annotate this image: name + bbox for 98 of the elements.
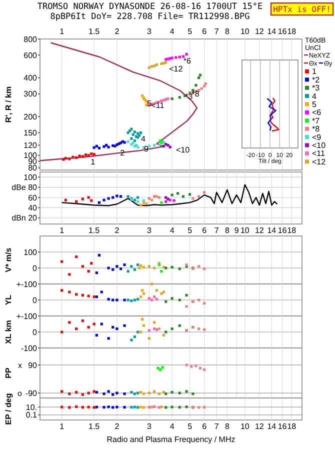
y-axis-title: XL km — [4, 320, 13, 344]
y-tick-label: 600 — [24, 50, 38, 60]
x-tick-label: 7 — [214, 422, 220, 431]
legend-label: 5 — [312, 100, 317, 109]
x-tick-label: 7 — [214, 27, 220, 36]
x-tick-label: 18 — [287, 422, 297, 431]
text: HPTx is OFF! — [273, 4, 331, 14]
x-tick-label: 18 — [287, 226, 297, 235]
x-tick-label: 8 — [224, 226, 230, 235]
x-tick-label: 6 — [202, 27, 208, 36]
annotation: *6 — [183, 56, 192, 66]
legend-label: <6 — [312, 108, 322, 118]
x-tick-label: 1.5 — [88, 226, 100, 235]
x-tick-label: 10 — [240, 422, 250, 431]
x-tick-label: 1 — [60, 226, 65, 235]
y-tick-label: 60 — [28, 193, 38, 202]
legend-label: <9 — [312, 132, 322, 142]
y-tick-label: +-100 — [16, 280, 38, 289]
x-axis-title: Radio and Plasma Frequency / MHz — [106, 435, 236, 444]
x-tick-label: 4 — [170, 226, 175, 235]
annotation: 5 — [147, 98, 152, 108]
x-tick-label: 3 — [146, 422, 152, 431]
y-tick-label: +-100 — [16, 312, 38, 321]
legend-label: *3 — [312, 84, 320, 93]
x-tick-label: 1.5 — [88, 27, 100, 36]
x-tick-label: 2 — [114, 422, 120, 431]
text: x — [18, 360, 22, 370]
x-tick-label: 9 — [234, 226, 240, 235]
legend-label: <12 — [312, 157, 326, 166]
x-tick-label: 16 — [278, 27, 288, 36]
x-tick-label: 16 — [278, 422, 288, 431]
x-tick-label: 14 — [267, 226, 277, 235]
x-tick-label: 8 — [224, 422, 230, 431]
legend-label: <11 — [312, 149, 326, 158]
x-tick-label: 1 — [60, 422, 65, 431]
x-tick-label: 5 — [188, 27, 193, 36]
x-tick-label: 16 — [278, 226, 288, 235]
x-tick-label: 10 — [240, 226, 250, 235]
x-tick-label: 5 — [188, 422, 193, 431]
legend-label: *2 — [312, 75, 320, 84]
y-axis-title: R', R / km — [4, 86, 13, 123]
y-tick-label: dBn 20 — [12, 214, 38, 223]
x-tick-label: 7 — [214, 226, 220, 235]
y-tick-label: 0.1 — [26, 410, 38, 420]
y-tick-label: 100 — [24, 172, 38, 182]
annotation: *8 — [192, 90, 200, 99]
y-axis-title: V* m/s — [4, 247, 13, 272]
x-tick-label: 14 — [267, 27, 277, 36]
x-tick-label: 2 — [114, 27, 120, 36]
y-tick-label: 0 — [32, 296, 38, 305]
text: o — [18, 388, 23, 398]
x-tick-label: 10 — [240, 27, 250, 36]
y-tick-label: 0 — [32, 264, 38, 273]
y-tick-label: 400 — [24, 74, 38, 83]
y-tick-label: 10. — [26, 402, 37, 412]
legend-label: *8 — [312, 124, 320, 134]
y-tick-label: 90 — [28, 360, 38, 370]
x-tick-label: 3 — [146, 27, 152, 36]
annotation: <12 — [169, 64, 184, 74]
y-tick-label: 120 — [24, 140, 38, 150]
x-tick-label: 12 — [254, 27, 264, 36]
x-tick-label: 12 — [254, 422, 264, 431]
annotation: 4 — [141, 134, 146, 144]
chart-subtitle: 8pBP6It DoY= 228.708 File= TR112998.BPG — [50, 12, 250, 22]
y-tick-label: 40 — [28, 203, 38, 212]
y-tick-label: 200 — [24, 112, 38, 122]
y-tick-label: 300 — [24, 90, 38, 99]
x-tick-label: 14 — [267, 422, 277, 431]
x-tick-label: 3 — [146, 226, 152, 235]
y-tick-label: 0 — [32, 328, 38, 337]
y-axis-title: YL — [4, 294, 13, 306]
y-tick-label: 800 — [24, 34, 38, 44]
y-tick-label: -90 — [25, 388, 38, 398]
x-tick-label: 1 — [60, 27, 65, 36]
x-tick-label: 12 — [254, 226, 264, 235]
annotation: <10 — [176, 145, 190, 154]
y-axis-title: EP / deg — [4, 393, 13, 425]
y-tick-label: 150 — [24, 128, 38, 138]
x-tick-label: 8 — [224, 27, 230, 36]
y-tick-label: 80 — [28, 164, 38, 173]
x-tick-label: 5 — [188, 226, 193, 235]
chart-title: TROMSO NORWAY DYNASONDE 26-08-16 1700UT 15°E — [37, 2, 263, 12]
x-tick-label: 4 — [170, 422, 175, 431]
legend-label: *7 — [312, 116, 320, 126]
x-tick-label: 2 — [114, 226, 120, 235]
x-tick-label: 6 — [202, 422, 208, 431]
x-tick-label: 6 — [202, 226, 208, 235]
y-tick-label: 100 — [24, 248, 38, 257]
legend-label: 1 — [312, 67, 317, 76]
legend-label: 4 — [312, 92, 317, 101]
y-axis-title: PP — [4, 367, 13, 378]
annotation: <11 — [151, 101, 165, 110]
legend-label: <10 — [312, 141, 326, 150]
x-tick-label: 4 — [170, 27, 175, 36]
y-tick-label: -100 — [20, 344, 38, 353]
x-tick-label: 18 — [287, 27, 297, 36]
y-tick-label: dBe 80 — [12, 183, 38, 192]
x-tick-label: 1.5 — [88, 422, 100, 431]
